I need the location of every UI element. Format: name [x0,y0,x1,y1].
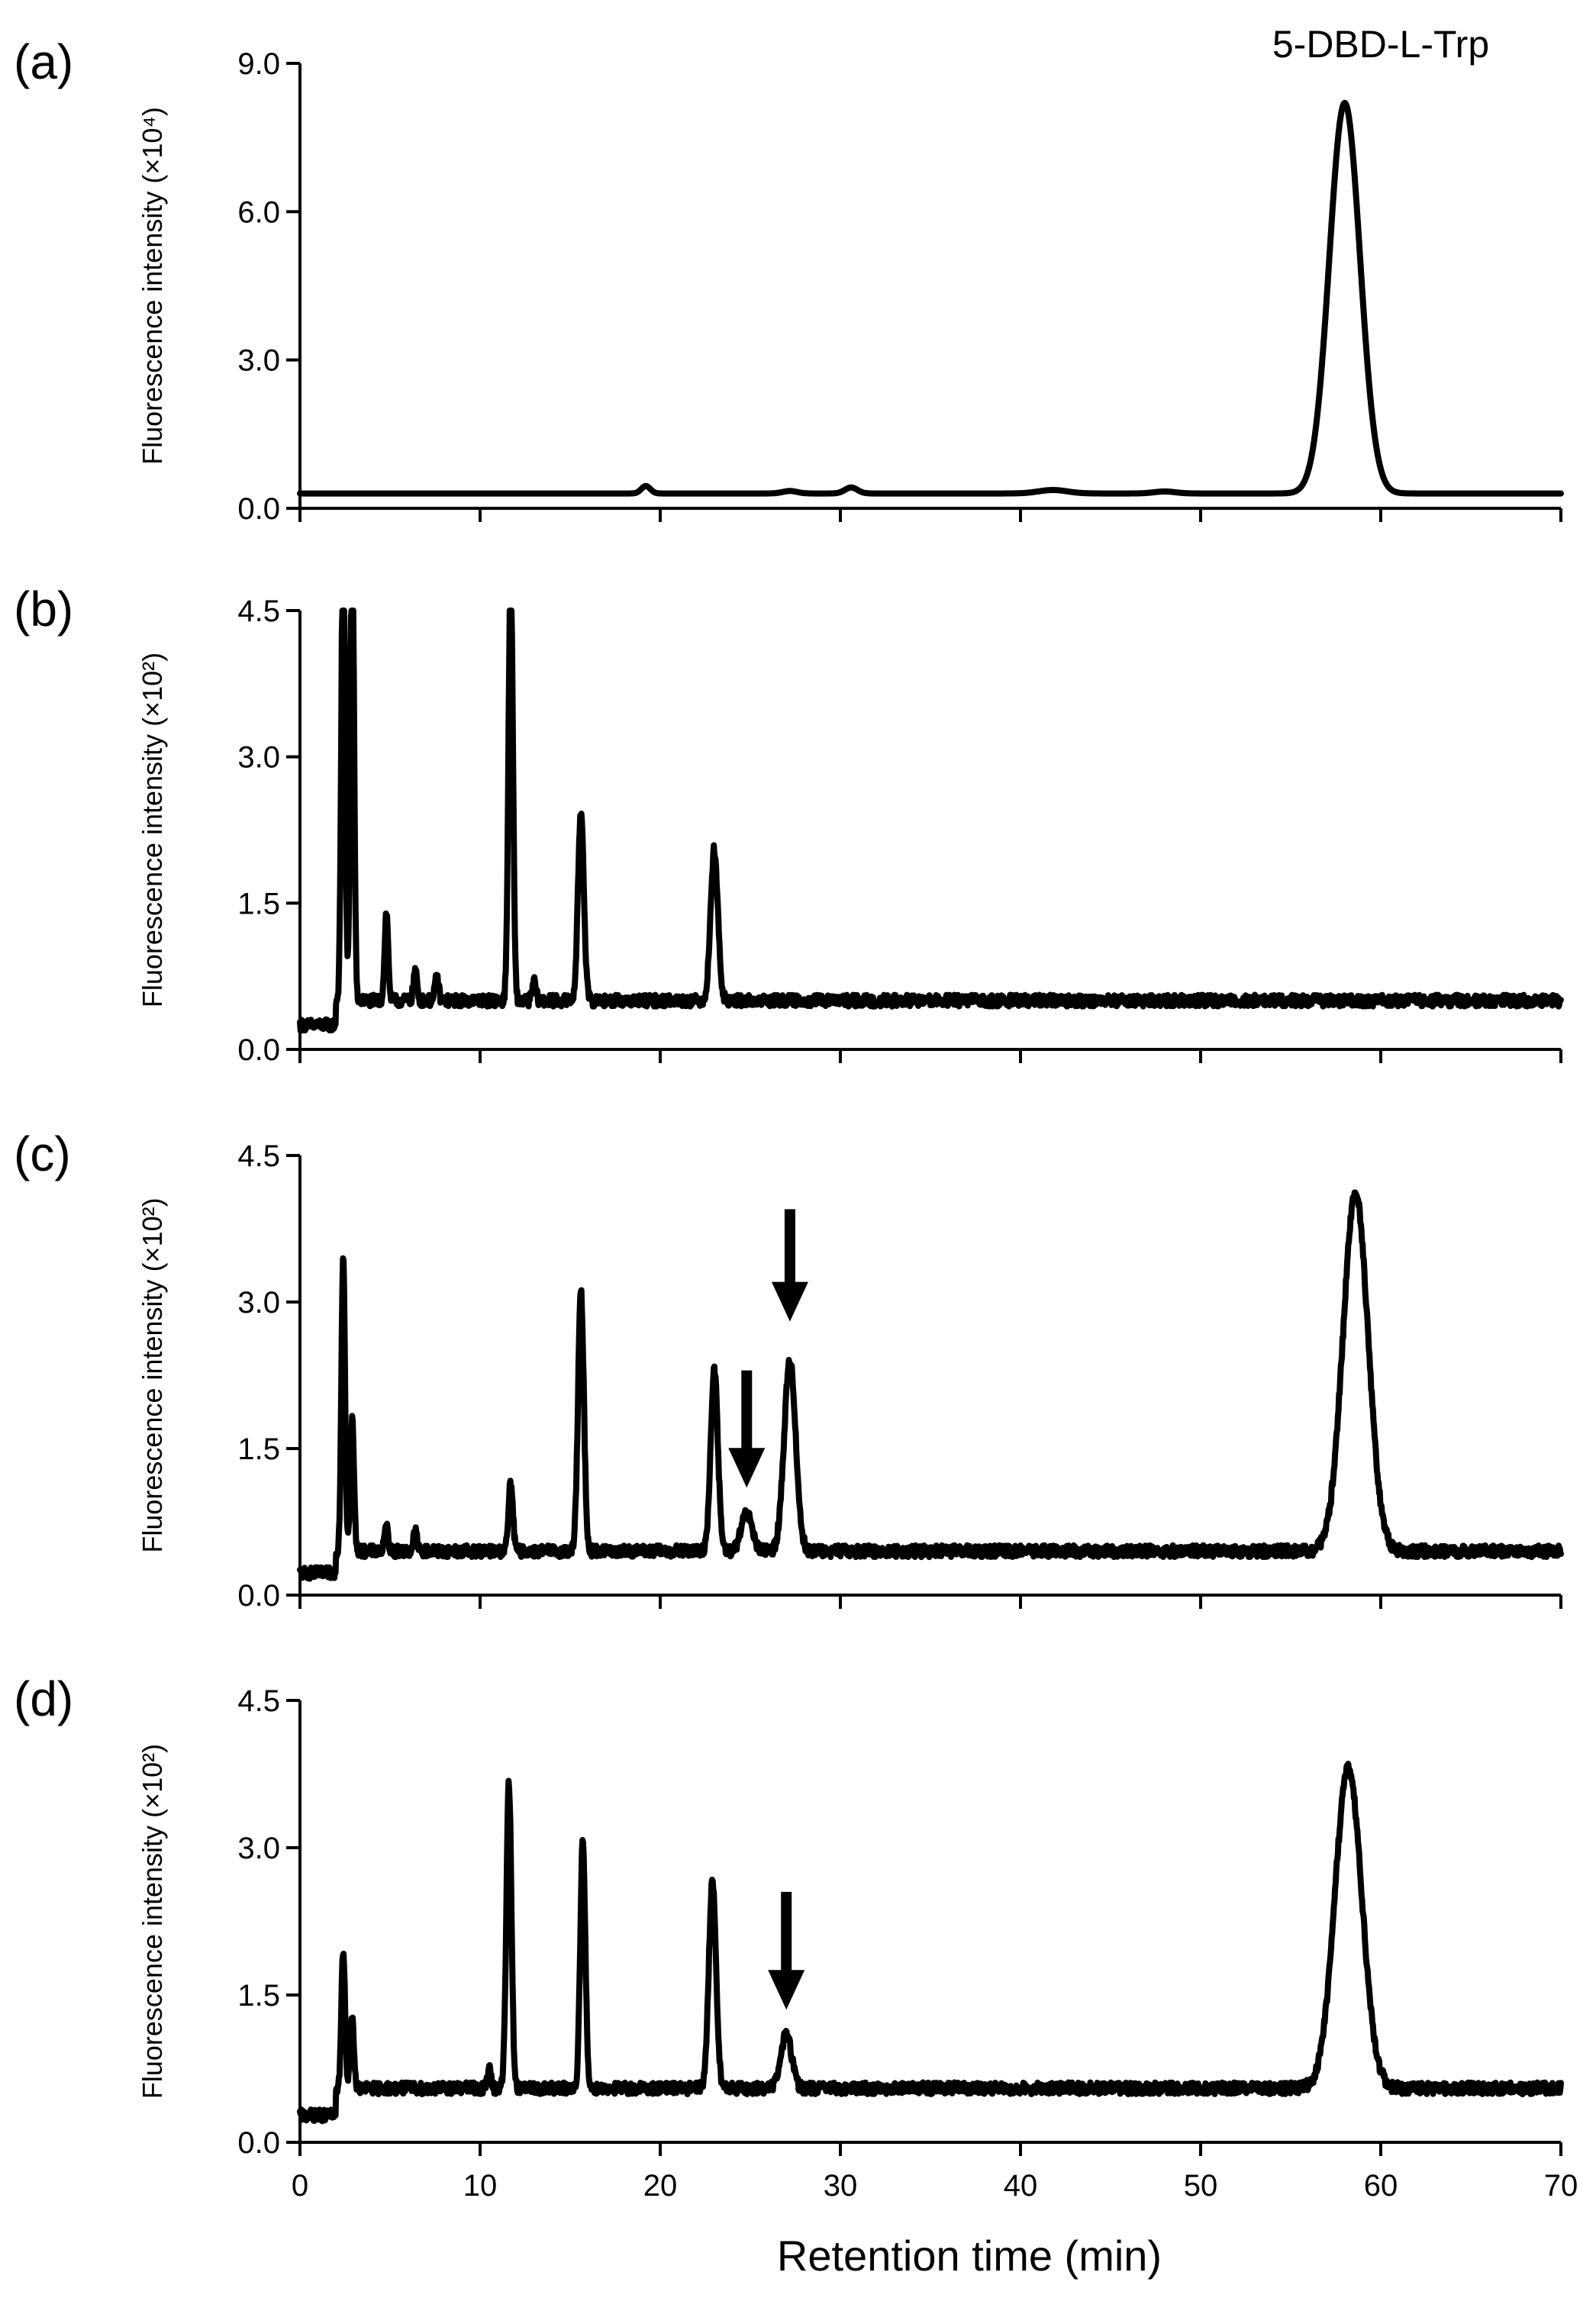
y-tick-label: 1.5 [237,1433,280,1466]
y-tick-label: 0.0 [237,1579,280,1613]
panel-a: (a) Fluorescence intensity (×10⁴) 0.0 3.0 6.… [14,23,1564,526]
panel-d: (d) Fluorescence intensity (×10²) 0.0 1.5 3.… [14,1671,1578,2203]
x-tick-label: 30 [824,2169,858,2203]
panel-c: (c) Fluorescence intensity (×10²) 0.0 1.5 3.… [14,1126,1564,1613]
panel-b: (b) Fluorescence intensity (×10²) 0.0 1.5 3.… [14,582,1564,1067]
peak-arrow-head [771,1281,808,1322]
compound-label: 5-DBD-L-Trp [1272,23,1489,66]
chromatogram-trace [297,1189,1564,1582]
x-tick-label: 70 [1544,2169,1578,2203]
panel-label: (b) [14,582,73,637]
peak-arrow-head [728,1448,766,1488]
y-tick-label: 3.0 [237,741,280,775]
y-tick-label: 1.5 [237,887,280,920]
y-axis-title: Fluorescence intensity (×10²) [137,1197,168,1552]
chromatogram-trace [297,608,1564,1034]
x-tick-label: 10 [463,2169,498,2203]
y-tick-label: 6.0 [237,195,280,229]
y-tick-label: 4.5 [237,1139,280,1173]
panel-label: (d) [14,1671,73,1726]
y-tick-label: 0.0 [237,2126,280,2160]
panels-group: (a) Fluorescence intensity (×10⁴) 0.0 3.0 6.… [14,23,1578,2203]
y-tick-label: 3.0 [237,344,280,378]
x-tick-label: 20 [643,2169,678,2203]
x-tick-label: 40 [1004,2169,1038,2203]
y-axis-title: Fluorescence intensity (×10²) [137,653,168,1007]
x-axis-title: Retention time (min) [777,2232,1162,2280]
y-tick-label: 4.5 [237,595,280,628]
x-tick-label: 60 [1364,2169,1398,2203]
y-axis-title: Fluorescence intensity (×10⁴) [137,107,168,465]
panel-label: (c) [14,1126,71,1181]
y-tick-label: 0.0 [237,1033,280,1067]
y-tick-label: 0.0 [237,492,280,526]
chromatogram-trace [297,1761,1564,2125]
y-axis-title: Fluorescence intensity (×10²) [137,1744,168,2099]
y-tick-label: 4.5 [237,1684,280,1718]
y-tick-label: 1.5 [237,1979,280,2013]
peak-arrow-head [768,1970,805,2010]
y-tick-label: 3.0 [237,1832,280,1865]
y-tick-label: 3.0 [237,1286,280,1320]
y-tick-label: 9.0 [237,47,280,81]
panel-label: (a) [14,34,73,89]
x-tick-label: 0 [292,2169,308,2203]
x-tick-label: 50 [1184,2169,1218,2203]
chromatogram-trace [297,99,1564,497]
